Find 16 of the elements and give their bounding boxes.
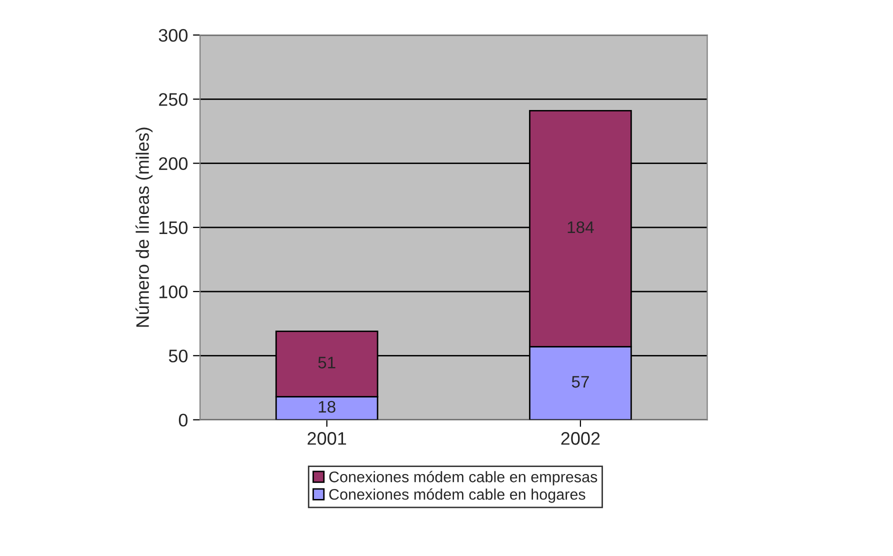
- data-label: 184: [568, 221, 594, 234]
- y-tick-label: 250: [159, 93, 188, 106]
- x-tick-label: 2002: [561, 432, 600, 445]
- y-tick-label: 200: [159, 157, 188, 170]
- y-axis-title: Número de líneas (miles): [136, 128, 153, 327]
- y-tick-label: 100: [159, 285, 188, 298]
- data-label: 18: [318, 400, 336, 413]
- y-tick-label: 150: [159, 221, 188, 234]
- y-tick-label: 0: [178, 414, 188, 426]
- data-label: 57: [572, 376, 589, 388]
- y-tick-label: 300: [158, 28, 188, 42]
- x-tick-label: 2001: [308, 432, 346, 445]
- legend-label: Conexiones módem cable en empresas: [329, 470, 598, 486]
- legend-label: Conexiones módem cable en hogares: [329, 488, 586, 503]
- y-tick-label: 50: [168, 350, 188, 362]
- data-label: 51: [318, 356, 336, 368]
